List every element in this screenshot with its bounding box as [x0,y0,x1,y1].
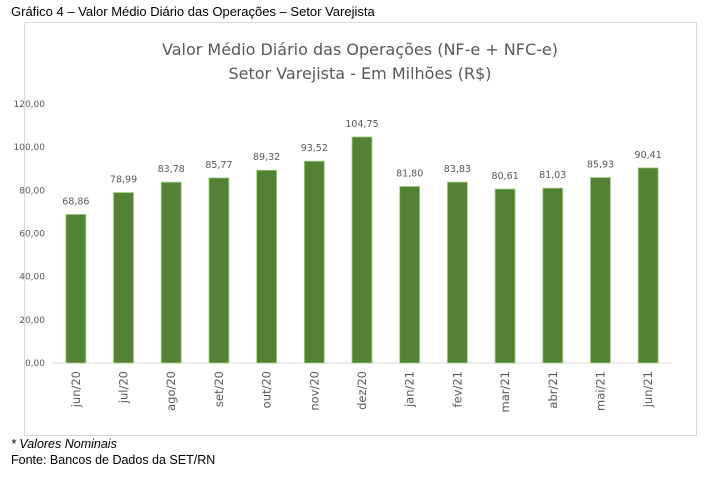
figure-caption: Gráfico 4 – Valor Médio Diário das Opera… [11,4,375,19]
y-tick-label: 60,00 [19,230,45,240]
bar [542,187,564,364]
chart-subtitle: Setor Varejista - Em Milhões (R$) [228,64,491,83]
x-tick-label: abr/21 [546,371,560,409]
x-tick-label: jun/21 [641,371,655,408]
bar [160,181,182,364]
data-label: 104,75 [345,119,378,130]
x-tick-label: fev/21 [450,371,464,407]
y-tick-label: 80,00 [19,186,45,196]
bar [590,177,611,364]
x-tick-label: out/20 [260,371,274,408]
data-label: 81,80 [396,168,423,179]
bar [399,186,421,364]
chart-title: Valor Médio Diário das Operações (NF-e +… [162,40,558,59]
data-label: 78,99 [110,175,137,186]
y-tick-label: 120,00 [14,100,46,110]
data-label: 85,77 [205,160,232,171]
footnote: * Valores Nominais [11,437,117,451]
data-label: 93,52 [301,143,328,154]
x-tick-label: jan/21 [403,371,417,408]
x-tick-label: mar/21 [498,371,512,413]
y-tick-label: 40,00 [19,273,45,283]
bar [446,181,468,364]
x-tick-label: ago/20 [164,371,178,411]
data-label: 89,32 [253,152,280,163]
data-label: 81,03 [539,170,566,181]
x-tick-label: nov/20 [307,371,321,411]
x-tick-label: set/20 [212,371,226,407]
x-tick-label: jul/20 [117,371,131,404]
y-tick-label: 0,00 [25,359,45,369]
bar [65,213,87,364]
data-label: 80,61 [491,171,518,182]
data-label: 85,93 [587,160,614,171]
bar [351,136,373,364]
bar [256,169,278,364]
chart-frame [24,22,697,436]
bar [113,192,134,364]
bar [208,177,230,364]
data-label: 83,78 [158,164,185,175]
source-note: Fonte: Bancos de Dados da SET/RN [11,453,216,467]
y-tick-label: 100,00 [14,143,46,153]
x-tick-label: mai/21 [593,371,607,411]
x-tick-label: dez/20 [355,371,369,410]
bar [494,188,516,364]
data-label: 83,83 [444,164,471,175]
bar [637,167,659,364]
x-tick-label: jun/20 [69,371,83,408]
bar [303,160,325,364]
y-tick-label: 20,00 [19,316,45,326]
data-label: 68,86 [62,196,89,207]
data-label: 90,41 [635,150,662,161]
